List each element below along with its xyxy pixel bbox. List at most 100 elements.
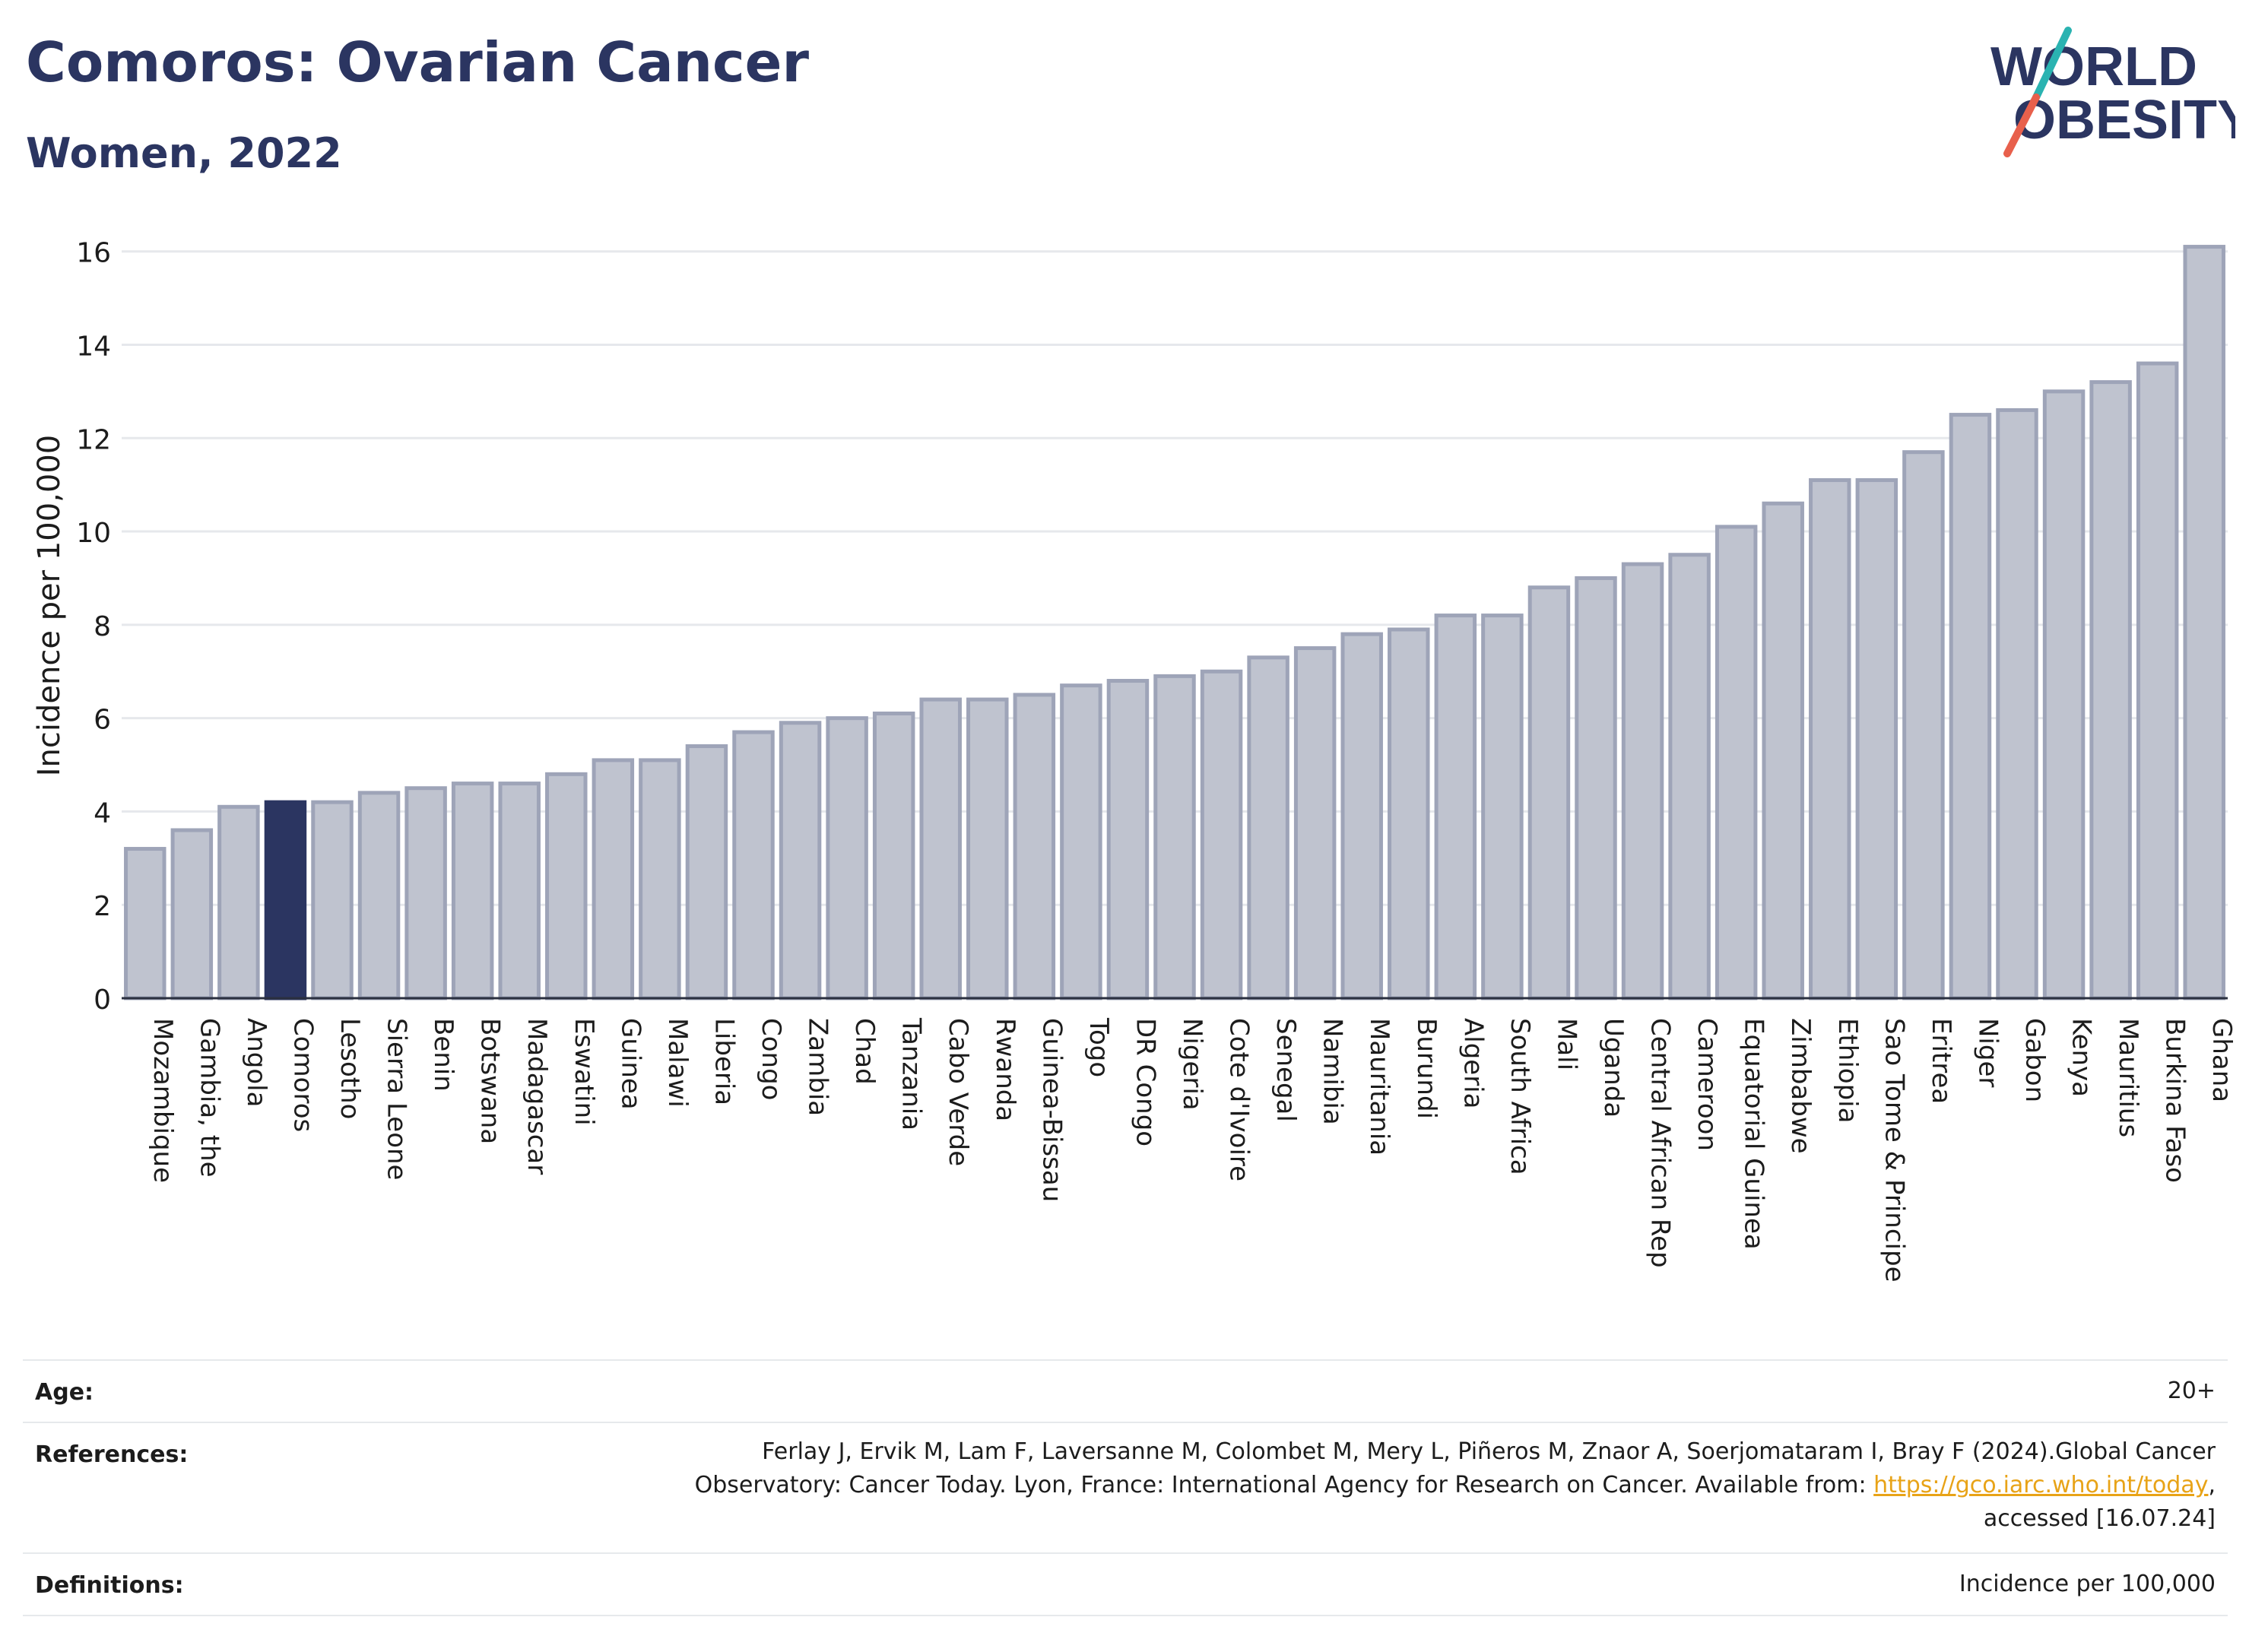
bar-eswatini bbox=[545, 772, 588, 1000]
logo-line-2: OBESITY bbox=[2013, 90, 2235, 151]
x-tick-label: Uganda bbox=[1598, 1018, 1629, 1118]
x-tick-label: Burundi bbox=[1411, 1018, 1442, 1119]
bars bbox=[124, 245, 2225, 1000]
x-tick-label: Central African Rep bbox=[1645, 1018, 1676, 1268]
references-label: References: bbox=[35, 1441, 189, 1468]
x-tick-label: Gambia, the bbox=[194, 1018, 224, 1178]
x-tick-label: Angola bbox=[241, 1018, 271, 1107]
references-link[interactable]: https://gco.iarc.who.int/today bbox=[1873, 1472, 2209, 1498]
bar-nigeria bbox=[1153, 674, 1196, 1000]
x-tick-label: Cameroon bbox=[1692, 1018, 1722, 1151]
x-tick-label: Gabon bbox=[2019, 1018, 2050, 1102]
x-tick-label: DR Congo bbox=[1130, 1018, 1160, 1146]
y-axis-label: Incidence per 100,000 bbox=[32, 435, 67, 777]
references-line-2-prefix: Observatory: Cancer Today. Lyon, France:… bbox=[694, 1472, 1874, 1498]
x-tick-label: Zimbabwe bbox=[1785, 1018, 1816, 1154]
x-tick-label: Mozambique bbox=[148, 1018, 178, 1183]
x-tick-label: Eswatini bbox=[569, 1018, 599, 1126]
bar-kenya bbox=[2042, 389, 2086, 1000]
x-tick-label: Congo bbox=[756, 1018, 786, 1100]
bar-cameroon bbox=[1668, 553, 1711, 1000]
y-tick-label: 16 bbox=[76, 238, 111, 269]
x-tick-label: Cabo Verde bbox=[943, 1018, 973, 1166]
logo-slash-coral bbox=[2003, 94, 2040, 157]
logo-line-1: WORLD bbox=[1990, 36, 2197, 97]
x-tick-label: Namibia bbox=[1318, 1018, 1348, 1125]
x-tick-label: Tanzania bbox=[896, 1017, 927, 1130]
definitions-label: Definitions: bbox=[35, 1572, 184, 1599]
bar-guinea bbox=[592, 758, 635, 1000]
bar-rwanda bbox=[966, 697, 1009, 1000]
x-tick-label: Zambia bbox=[803, 1018, 833, 1116]
y-tick-label: 12 bbox=[76, 424, 111, 455]
bar-gambia-the bbox=[170, 828, 214, 1000]
x-tick-label: Nigeria bbox=[1177, 1018, 1207, 1111]
bar-botswana bbox=[451, 782, 494, 1000]
references-line-2-suffix: , bbox=[2208, 1472, 2216, 1498]
y-tick-label: 0 bbox=[94, 985, 111, 1016]
x-tick-label: Malawi bbox=[662, 1018, 693, 1108]
bar-algeria bbox=[1434, 614, 1477, 1000]
bar-togo bbox=[1060, 683, 1102, 1000]
x-tick-labels: Mozambique Gambia, the Angola Comoros Lesoth… bbox=[148, 1017, 2237, 1283]
x-tick-label: Burkina Faso bbox=[2160, 1018, 2190, 1183]
x-tick-label: Ethiopia bbox=[1832, 1018, 1863, 1123]
x-tick-label: Cote d'Ivoire bbox=[1224, 1018, 1255, 1181]
x-tick-label: Eritrea bbox=[1926, 1018, 1956, 1104]
x-tick-label: Madagascar bbox=[522, 1018, 552, 1175]
bar-zimbabwe bbox=[1762, 501, 1804, 1000]
y-tick-label: 4 bbox=[94, 797, 111, 829]
bar-equatorial-guinea bbox=[1715, 525, 1758, 1000]
x-tick-label: Kenya bbox=[2067, 1018, 2097, 1097]
bar-malawi bbox=[639, 758, 681, 1000]
x-tick-label: Benin bbox=[428, 1018, 458, 1092]
bar-burkina-faso bbox=[2136, 361, 2179, 1000]
x-tick-label: Mali bbox=[1551, 1018, 1581, 1070]
y-tick-label: 2 bbox=[94, 891, 111, 922]
x-tick-label: Sierra Leone bbox=[382, 1018, 412, 1180]
bar-niger bbox=[1949, 413, 1992, 1000]
bar-chad bbox=[826, 716, 868, 1000]
references-text: Ferlay J, Ervik M, Lam F, Laversanne M, … bbox=[695, 1435, 2216, 1536]
bar-liberia bbox=[685, 744, 728, 1000]
references-row: References: Ferlay J, Ervik M, Lam F, La… bbox=[23, 1422, 2228, 1554]
bar-mauritania bbox=[1340, 632, 1383, 1000]
bar-zambia bbox=[779, 721, 822, 1000]
bar-chart: 0 2 4 6 8 10 12 14 16 Mozambique Gambia, the Angol… bbox=[32, 238, 2237, 1283]
bar-senegal bbox=[1247, 655, 1289, 1000]
x-tick-label: Sao Tome & Principe bbox=[1879, 1018, 1909, 1283]
bar-uganda bbox=[1575, 576, 1617, 1000]
bar-mali bbox=[1527, 585, 1571, 1000]
bar-cote-d-ivoire bbox=[1200, 669, 1243, 1000]
x-tick-label: Equatorial Guinea bbox=[1739, 1018, 1769, 1250]
x-tick-label: South Africa bbox=[1505, 1018, 1535, 1175]
bar-central-african-rep bbox=[1621, 562, 1664, 1000]
x-tick-label: Lesotho bbox=[335, 1018, 365, 1119]
y-tick-label: 14 bbox=[76, 331, 111, 362]
y-tick-label: 6 bbox=[94, 705, 111, 736]
bar-mozambique bbox=[124, 847, 167, 1000]
x-tick-label: Algeria bbox=[1458, 1018, 1488, 1108]
x-tick-label: Guinea bbox=[615, 1018, 646, 1110]
page-subtitle: Women, 2022 bbox=[26, 129, 342, 177]
references-line-2: Observatory: Cancer Today. Lyon, France:… bbox=[695, 1469, 2216, 1502]
age-row: Age: 20+ bbox=[23, 1359, 2228, 1423]
bar-angola bbox=[217, 804, 260, 1000]
bar-tanzania bbox=[872, 711, 915, 1000]
y-tick-labels: 0 2 4 6 8 10 12 14 16 bbox=[76, 238, 111, 1016]
bar-south-africa bbox=[1481, 614, 1524, 1000]
y-tick-label: 10 bbox=[76, 518, 111, 549]
bar-namibia bbox=[1293, 646, 1337, 1000]
x-tick-label: Comoros bbox=[287, 1018, 318, 1132]
bar-gabon bbox=[1996, 407, 2038, 1000]
bar-dr-congo bbox=[1106, 679, 1150, 1000]
bar-lesotho bbox=[311, 800, 354, 1000]
x-tick-label: Ghana bbox=[2206, 1018, 2237, 1102]
logo-slash-teal bbox=[2032, 27, 2072, 101]
x-tick-label: Botswana bbox=[475, 1018, 506, 1144]
x-tick-label: Chad bbox=[849, 1018, 880, 1085]
x-tick-label: Senegal bbox=[1270, 1018, 1301, 1122]
bar-congo bbox=[732, 730, 775, 1000]
bar-madagascar bbox=[498, 782, 541, 1000]
bar-eritrea bbox=[1902, 450, 1945, 1000]
